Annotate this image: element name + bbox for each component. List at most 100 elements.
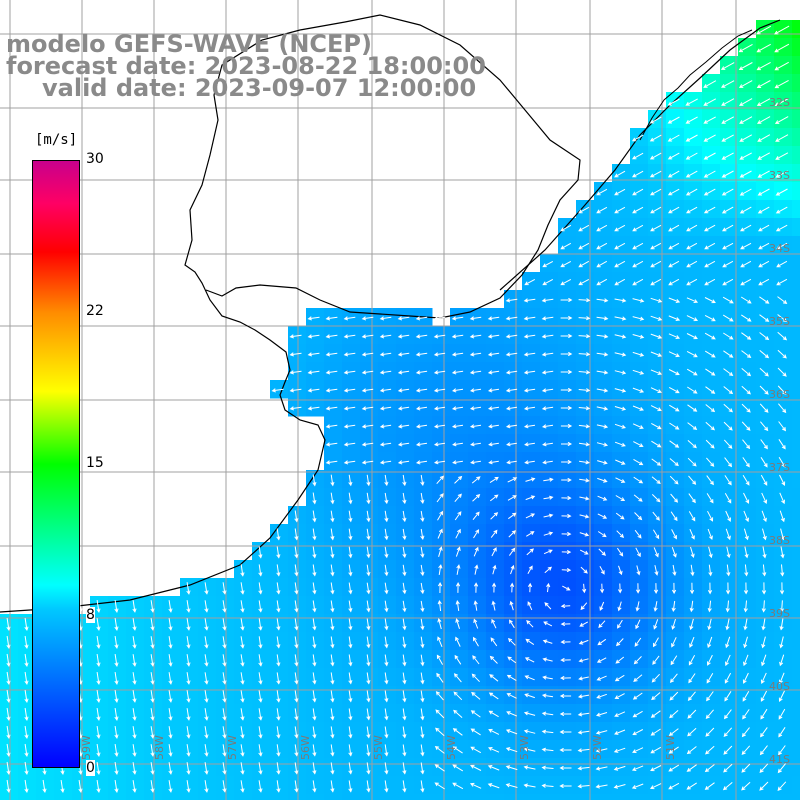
wind-speed-cell (648, 524, 667, 543)
wind-vector-arrow (490, 637, 498, 647)
wind-vector-arrow (704, 350, 716, 358)
wind-vector-arrow (779, 618, 784, 631)
wind-vector-arrow (541, 388, 554, 393)
wind-speed-cell (468, 632, 487, 651)
wind-speed-cell (720, 308, 739, 327)
wind-speed-cell (684, 794, 703, 800)
wind-speed-cell (396, 434, 415, 453)
wind-speed-cell (378, 416, 397, 435)
wind-speed-cell (612, 506, 631, 525)
wind-speed-cell (0, 776, 19, 795)
wind-vector-arrow (761, 654, 767, 667)
wind-vector-arrow (703, 206, 716, 214)
wind-vector-arrow (723, 421, 733, 431)
wind-vector-arrow (721, 206, 734, 214)
wind-speed-cell (540, 668, 559, 687)
wind-vector-arrow (415, 370, 428, 375)
wind-speed-cell (306, 344, 325, 363)
wind-speed-cell (576, 398, 595, 417)
wind-speed-cell (216, 632, 235, 651)
wind-speed-cell (756, 650, 775, 669)
wind-vector-arrow (668, 242, 680, 250)
wind-vector-arrow (775, 224, 788, 232)
wind-vector-arrow (759, 763, 769, 773)
wind-speed-cell (18, 650, 37, 669)
wind-vector-arrow (452, 782, 464, 790)
wind-speed-cell (504, 578, 523, 597)
wind-vector-arrow (258, 564, 263, 577)
wind-vector-arrow (488, 388, 500, 393)
wind-vector-arrow (722, 278, 734, 286)
wind-vector-arrow (96, 636, 101, 649)
wind-vector-arrow (617, 583, 623, 594)
wind-vector-arrow (379, 424, 392, 429)
wind-vector-arrow (294, 690, 299, 703)
wind-vector-arrow (471, 691, 481, 700)
wind-vector-arrow (487, 765, 500, 771)
wind-speed-cell (702, 488, 721, 507)
wind-speed-cell (738, 596, 757, 615)
wind-vector-arrow (150, 762, 155, 775)
wind-vector-arrow (614, 423, 626, 429)
wind-vector-arrow (397, 406, 410, 411)
wind-vector-arrow (523, 747, 536, 752)
wind-speed-cell (180, 794, 199, 800)
wind-speed-cell (522, 632, 541, 651)
wind-vector-arrow (453, 709, 463, 718)
wind-vector-arrow (258, 726, 263, 739)
wind-speed-cell (756, 614, 775, 633)
wind-vector-arrow (294, 654, 299, 667)
wind-vector-arrow (366, 474, 371, 487)
wind-vector-arrow (615, 656, 625, 664)
wind-vector-arrow (723, 332, 734, 340)
wind-vector-arrow (384, 546, 389, 559)
wind-vector-arrow (24, 743, 29, 758)
wind-speed-cell (774, 668, 793, 687)
wind-speed-cell (522, 326, 541, 345)
wind-speed-cell (234, 740, 253, 759)
wind-vector-arrow (703, 152, 716, 160)
wind-speed-cell (756, 524, 775, 543)
wind-speed-cell (720, 398, 739, 417)
wind-vector-arrow (258, 744, 263, 757)
latitude-label: 39S (769, 607, 790, 620)
wind-speed-cell (522, 776, 541, 795)
wind-vector-arrow (632, 692, 643, 700)
wind-vector-arrow (580, 602, 588, 611)
wind-vector-arrow (577, 730, 590, 735)
wind-vector-arrow (649, 170, 662, 178)
wind-vector-arrow (78, 780, 83, 793)
wind-vector-arrow (597, 531, 607, 538)
wind-speed-cell (558, 452, 577, 471)
wind-speed-cell (558, 704, 577, 723)
wind-speed-cell (414, 668, 433, 687)
wind-speed-cell (324, 578, 343, 597)
wind-vector-arrow (330, 726, 335, 739)
wind-vector-arrow (779, 492, 785, 505)
wind-vector-arrow (720, 80, 735, 88)
wind-speed-cell (450, 722, 469, 741)
wind-speed-cell (486, 434, 505, 453)
wind-vector-arrow (631, 765, 644, 771)
wind-vector-arrow (707, 636, 713, 649)
wind-vector-arrow (649, 134, 662, 142)
wind-vector-arrow (725, 654, 731, 667)
wind-vector-arrow (204, 726, 209, 739)
wind-vector-arrow (667, 116, 680, 124)
wind-vector-arrow (738, 80, 753, 88)
wind-speed-cell (792, 704, 800, 723)
wind-vector-arrow (6, 653, 11, 668)
wind-vector-arrow (6, 761, 11, 776)
wind-vector-arrow (312, 492, 317, 505)
wind-speed-cell (504, 722, 523, 741)
wind-vector-arrow (544, 566, 553, 574)
wind-vector-arrow (366, 654, 371, 667)
wind-vector-arrow (307, 352, 320, 357)
wind-speed-cell (396, 308, 415, 327)
wind-speed-cell (558, 344, 577, 363)
wind-vector-arrow (597, 460, 608, 465)
wind-vector-arrow (330, 690, 335, 703)
wind-vector-arrow (667, 152, 680, 160)
wind-speed-cell (306, 560, 325, 579)
wind-vector-arrow (649, 783, 662, 790)
